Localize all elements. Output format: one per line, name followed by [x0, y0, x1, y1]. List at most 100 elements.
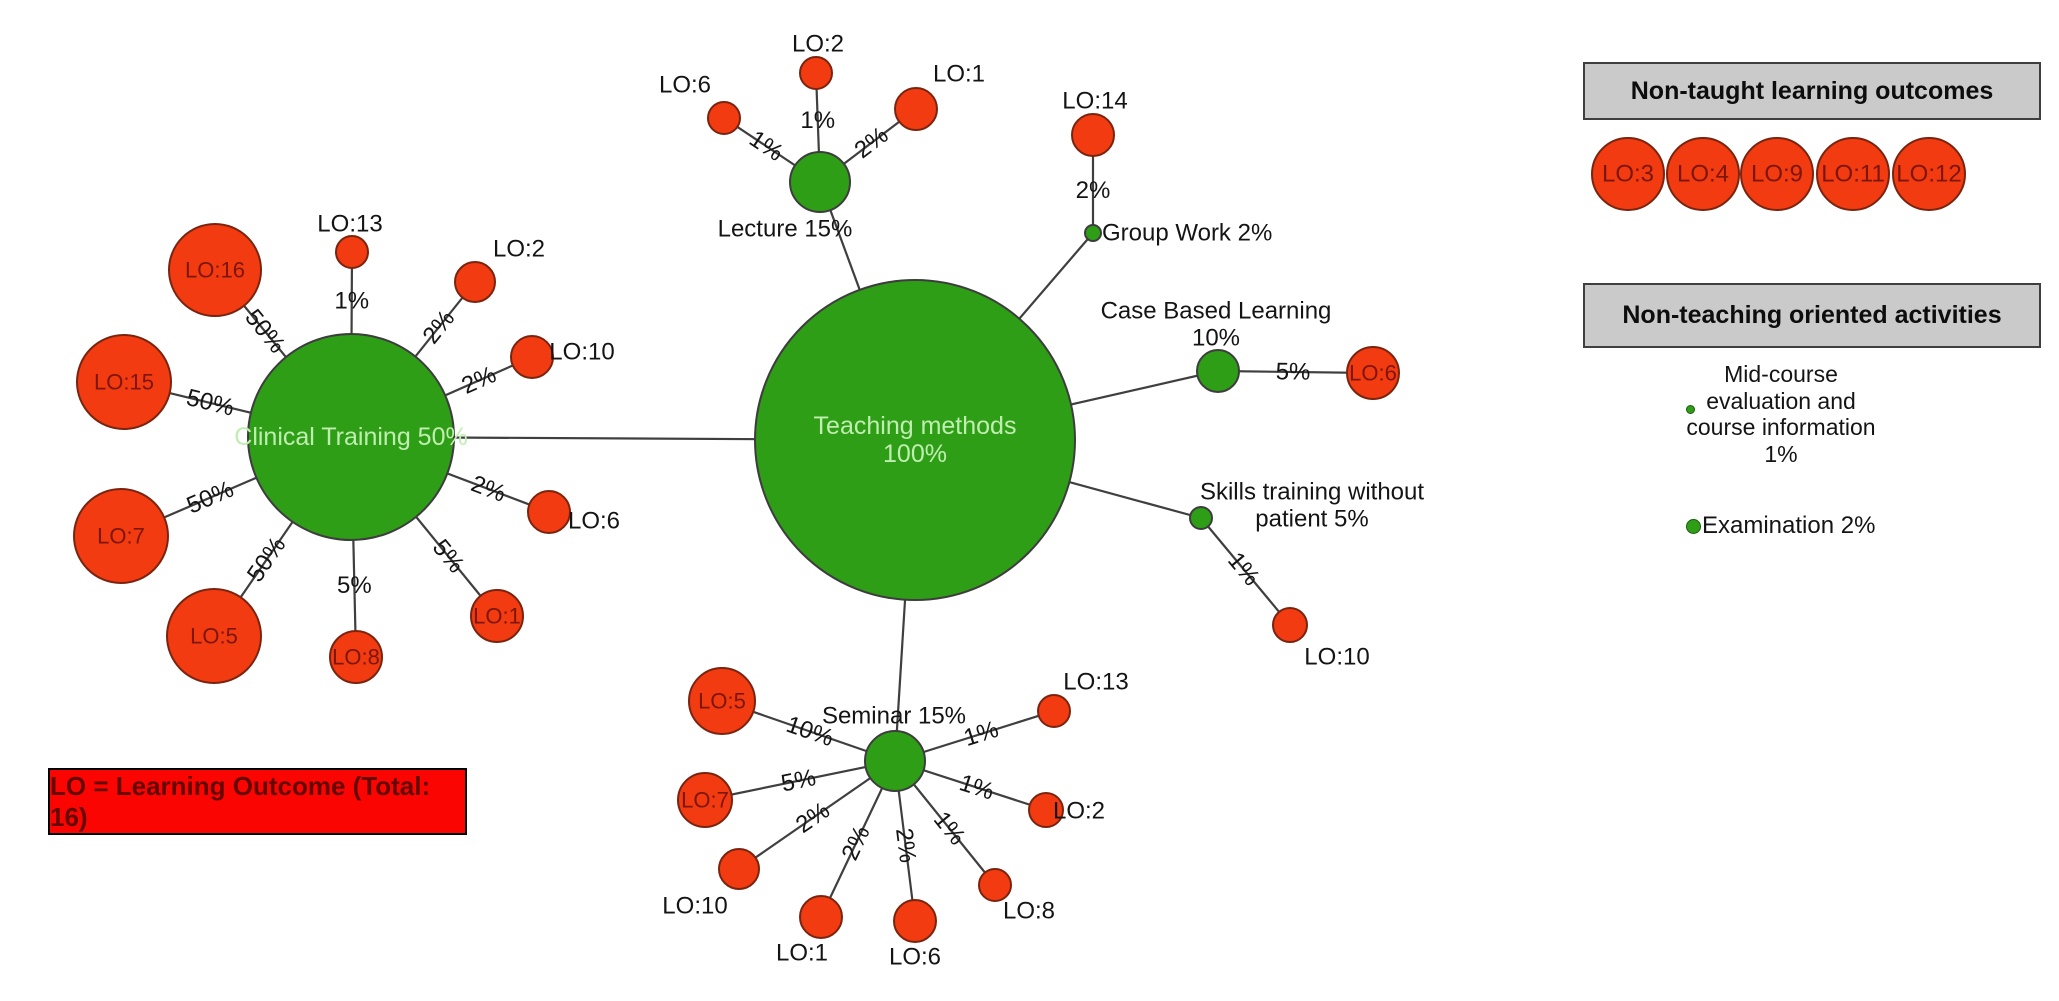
node-sem_lo7-label: LO:7 [681, 788, 729, 813]
edge-sem-sem_lo10 [738, 760, 896, 870]
edge-label-sem-sem_lo10: 2% [791, 797, 835, 839]
node-ct-label: Clinical Training 50% [234, 423, 467, 451]
edge-label-gw-gw_lo14: 2% [1076, 177, 1111, 204]
edge-label-lec-lec_lo2: 1% [800, 107, 835, 134]
edge-label-lec-lec_lo1: 2% [850, 122, 894, 164]
node-ct_lo13-circle [335, 235, 369, 269]
edge-label-sem-sem_lo8: 1% [928, 806, 971, 850]
legend-outcome-circle-3 [1740, 137, 1814, 211]
node-sk_lo10-circle [1272, 607, 1308, 643]
node-ct_lo5-circle [166, 588, 262, 684]
legend-outcome-circle-4 [1816, 137, 1890, 211]
node-gw-circle [1084, 224, 1102, 242]
node-ct_lo1-circle [470, 589, 524, 643]
node-sem_lo13-circle [1037, 694, 1071, 728]
node-cbl_lo6-label: LO:6 [1349, 361, 1397, 386]
node-ct_lo8-label: LO:8 [332, 645, 380, 670]
edge-label-ct-ct_lo6: 2% [467, 470, 509, 508]
node-sem_lo5-circle [688, 667, 756, 735]
node-lec_lo2-ext-label-0: LO:2 [792, 31, 844, 58]
node-ct_lo15-circle [76, 334, 172, 430]
legend-outcome-label-3: LO:9 [1751, 161, 1803, 188]
edge-label-sem-sem_lo2: 1% [956, 769, 997, 805]
node-lec_lo1-circle [894, 87, 938, 131]
node-sem_lo10-ext-label-0: LO:10 [662, 893, 727, 920]
legend-outcome-label-4: LO:11 [1821, 161, 1885, 188]
legend-item-examination: Examination 2% [1686, 512, 1875, 540]
node-ct_lo7-circle [73, 488, 169, 584]
edge-label-sem-sem_lo6: 2% [890, 827, 921, 865]
node-lec-circle [789, 151, 851, 213]
node-ct-circle [247, 333, 455, 541]
node-ct_lo1-label: LO:1 [473, 604, 521, 629]
midcourse-line-3: course information [1686, 414, 1876, 440]
edge-sem-sem_lo7 [704, 759, 896, 802]
edge-label-sem-sem_lo1: 2% [836, 822, 875, 865]
edge-label-ct-ct_lo2: 2% [418, 305, 461, 349]
node-ct_lo16-circle [168, 223, 262, 317]
edge-label-sk-sk_lo10: 1% [1222, 547, 1265, 591]
node-ct_lo10-circle [510, 335, 554, 379]
legend-item-midcourse: Mid-course evaluation and course informa… [1631, 361, 1931, 467]
edge-label-lec-lec_lo6: 1% [744, 125, 788, 167]
node-tm-label: Teaching methods [814, 412, 1017, 440]
node-ct_lo2-circle [454, 261, 496, 303]
edge-label-ct-ct_lo16: 50% [239, 304, 290, 358]
edge-sk-sk_lo10 [1200, 517, 1291, 626]
node-sk_lo10-ext-label-0: LO:10 [1304, 644, 1369, 671]
node-gw-ext-label-0: Group Work 2% [1102, 220, 1272, 247]
node-sem_lo6-ext-label-0: LO:6 [889, 944, 941, 971]
abbreviation-note: LO = Learning Outcome (Total: 16) [48, 768, 467, 835]
node-ct_lo13-ext-label-0: LO:13 [317, 211, 382, 238]
node-sem_lo1-circle [799, 895, 843, 939]
node-gw_lo14-ext-label-0: LO:14 [1062, 88, 1127, 115]
node-ct_lo15-label: LO:15 [94, 370, 154, 395]
node-sem_lo8-ext-label-0: LO:8 [1003, 898, 1055, 925]
legend-non-teaching-header: Non-teaching oriented activities [1583, 283, 2041, 348]
legend-outcome-circle-5 [1892, 137, 1966, 211]
edge-label-ct-ct_lo1: 5% [427, 534, 470, 578]
edge-label-ct-ct_lo15: 50% [184, 384, 237, 422]
legend-outcome-label-5: LO:12 [1896, 161, 1961, 188]
node-ct_lo8-circle [329, 630, 383, 684]
node-lec_lo2-circle [799, 56, 833, 90]
midcourse-line-4: 1% [1764, 440, 1798, 467]
node-cbl-ext-label-0: Case Based Learning [1101, 298, 1332, 325]
node-ct_lo6-circle [527, 490, 571, 534]
node-gw_lo14-circle [1071, 113, 1115, 157]
node-ct_lo7-label: LO:7 [97, 524, 145, 549]
node-sem_lo5-label: LO:5 [698, 689, 746, 714]
node-lec-ext-label-0: Lecture 15% [718, 216, 853, 243]
legend-outcome-circle-1 [1591, 137, 1665, 211]
node-lec_lo6-circle [707, 101, 741, 135]
node-sem-ext-label-0: Seminar 15% [822, 703, 966, 730]
node-ct_lo5-label: LO:5 [190, 624, 238, 649]
node-ct_lo16-label: LO:16 [185, 258, 245, 283]
node-tm-circle [754, 279, 1076, 601]
node-sem_lo6-circle [893, 899, 937, 943]
node-cbl-ext-label-1: 10% [1192, 325, 1240, 352]
node-sem_lo8-circle [978, 868, 1012, 902]
node-sem_lo1-ext-label-0: LO:1 [776, 940, 828, 967]
node-sem_lo10-circle [718, 848, 760, 890]
node-sem_lo13-ext-label-0: LO:13 [1063, 669, 1128, 696]
edge-label-ct-ct_lo10: 2% [458, 361, 501, 400]
node-sk-ext-label-1: patient 5% [1255, 506, 1368, 533]
edge-label-ct-ct_lo5: 50% [242, 532, 291, 587]
node-lec_lo6-ext-label-0: LO:6 [659, 72, 711, 99]
node-sem_lo7-circle [677, 772, 733, 828]
node-ct_lo2-ext-label-0: LO:2 [493, 236, 545, 263]
edge-label-sem-sem_lo7: 5% [779, 764, 818, 797]
edge-label-sem-sem_lo13: 1% [961, 716, 1002, 752]
edge-label-cbl-cbl_lo6: 5% [1275, 358, 1310, 385]
node-sk-ext-label-0: Skills training without [1200, 479, 1424, 506]
node-tm-label: 100% [883, 440, 947, 468]
node-ct_lo10-ext-label-0: LO:10 [549, 339, 614, 366]
node-cbl_lo6-circle [1346, 346, 1400, 400]
midcourse-line-2: evaluation and [1706, 387, 1856, 414]
edge-label-ct-ct_lo7: 50% [183, 476, 238, 520]
node-sk-circle [1189, 506, 1213, 530]
edge-label-ct-ct_lo13: 1% [334, 288, 369, 315]
